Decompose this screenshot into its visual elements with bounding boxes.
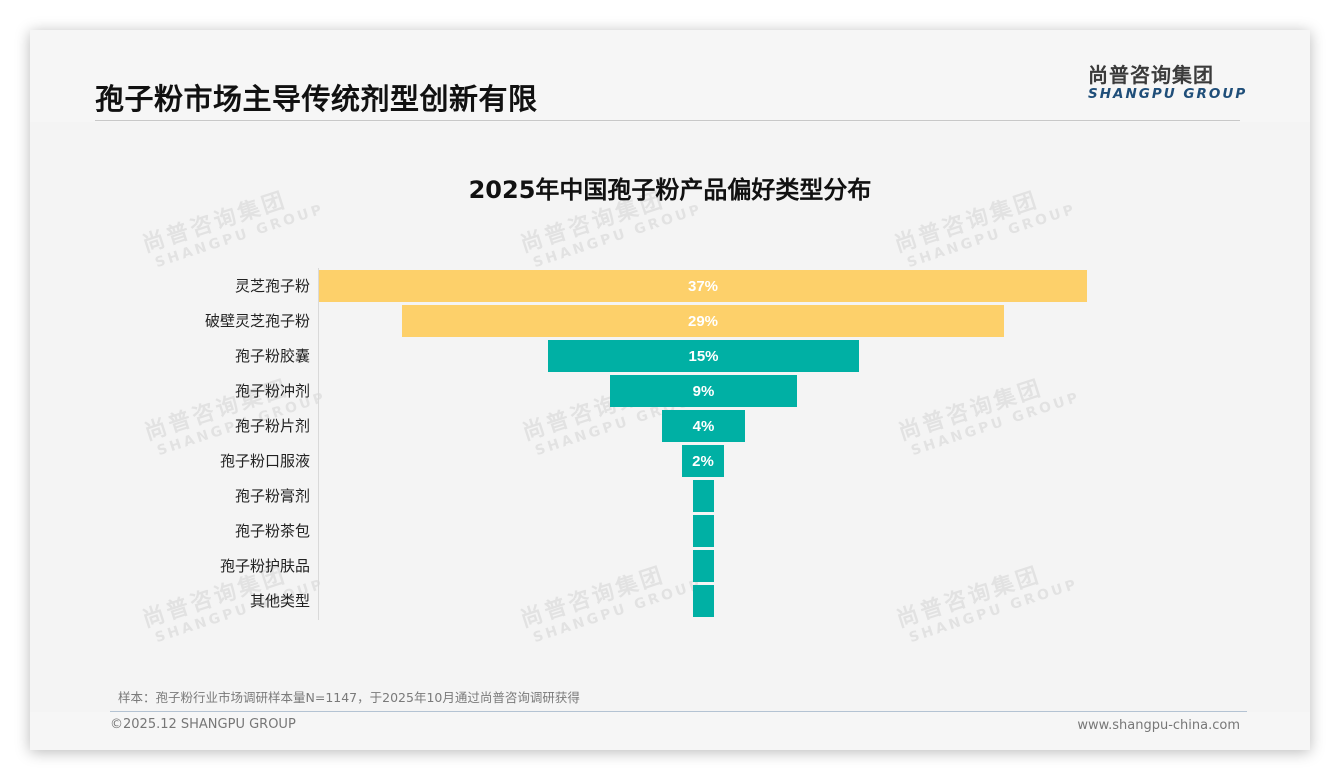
- category-label: 孢子粉茶包: [234, 522, 310, 540]
- funnel-row: 孢子粉口服液 2%: [30, 445, 1310, 480]
- value-label: 2%: [692, 452, 714, 470]
- category-axis-line: [318, 268, 319, 620]
- funnel-bar: 2%: [682, 445, 724, 477]
- funnel-row: 灵芝孢子粉 37%: [30, 270, 1310, 305]
- value-label: 37%: [687, 277, 719, 295]
- footer-band: [30, 712, 1310, 750]
- value-label: 15%: [688, 347, 719, 365]
- funnel-row: 孢子粉茶包: [30, 515, 1310, 550]
- category-label: 破壁灵芝孢子粉: [204, 312, 310, 330]
- funnel-bar: [693, 480, 714, 512]
- copyright-text: ©2025.12 SHANGPU GROUP: [110, 717, 296, 732]
- funnel-row: 破壁灵芝孢子粉 29%: [30, 305, 1310, 340]
- footer-divider: [110, 711, 1247, 712]
- category-label: 灵芝孢子粉: [234, 277, 310, 295]
- value-label: 4%: [692, 417, 715, 435]
- website-link[interactable]: www.shangpu-china.com: [1077, 718, 1240, 733]
- category-label: 孢子粉口服液: [219, 452, 310, 470]
- funnel-bar: [693, 515, 714, 547]
- value-label: 29%: [687, 312, 719, 330]
- category-label: 其他类型: [249, 592, 310, 610]
- funnel-row: 孢子粉膏剂: [30, 480, 1310, 515]
- category-label: 孢子粉冲剂: [234, 382, 310, 400]
- chart-title: 2025年中国孢子粉产品偏好类型分布: [468, 176, 872, 204]
- category-label: 孢子粉护肤品: [219, 557, 310, 575]
- funnel-bar: [693, 585, 714, 617]
- funnel-bar: 15%: [548, 340, 859, 372]
- funnel-row: 孢子粉护肤品: [30, 550, 1310, 585]
- header-divider: [95, 120, 1240, 121]
- funnel-bar: 37%: [319, 270, 1087, 302]
- category-label: 孢子粉片剂: [234, 417, 310, 435]
- funnel-row: 孢子粉片剂 4%: [30, 410, 1310, 445]
- funnel-bar: 9%: [610, 375, 797, 407]
- header-band: [30, 30, 1310, 122]
- value-label: 9%: [692, 382, 715, 400]
- funnel-bar: [693, 550, 714, 582]
- logo-en-text: SHANGPU GROUP: [1088, 86, 1248, 102]
- logo-cn-text: 尚普咨询集团: [1088, 63, 1214, 87]
- funnel-bar: 29%: [402, 305, 1004, 337]
- funnel-row: 孢子粉胶囊 15%: [30, 340, 1310, 375]
- slide-card: 孢子粉市场主导传统剂型创新有限 尚普咨询集团 SHANGPU GROUP 尚普咨…: [30, 30, 1310, 750]
- funnel-row: 孢子粉冲剂 9%: [30, 375, 1310, 410]
- page-title: 孢子粉市场主导传统剂型创新有限: [95, 82, 538, 116]
- category-label: 孢子粉胶囊: [234, 347, 310, 365]
- company-logo: 尚普咨询集团 SHANGPU GROUP: [1088, 64, 1247, 102]
- funnel-row: 其他类型: [30, 585, 1310, 620]
- funnel-bar: 4%: [662, 410, 745, 442]
- category-label: 孢子粉膏剂: [234, 487, 310, 505]
- sample-note: 样本：孢子粉行业市场调研样本量N=1147，于2025年10月通过尚普咨询调研获…: [118, 690, 580, 705]
